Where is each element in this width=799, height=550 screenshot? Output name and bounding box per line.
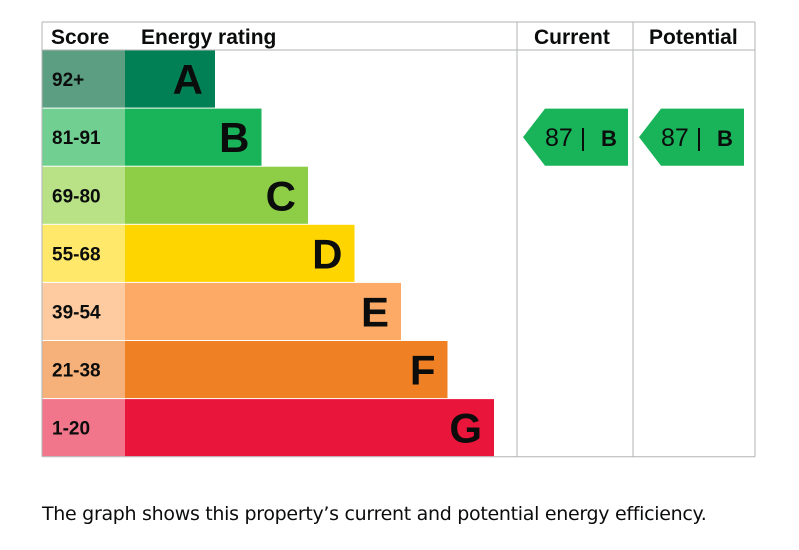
header-score: Score	[51, 26, 109, 49]
rating-letter-G: G	[449, 405, 482, 452]
score-cell-A	[42, 50, 125, 108]
score-range-A: 92+	[52, 70, 84, 91]
current-rating-arrow	[523, 108, 628, 166]
rating-letter-C: C	[266, 172, 296, 219]
score-cell-E	[42, 282, 125, 340]
potential-score-label: 87 |	[661, 124, 702, 152]
current-letter-label: B	[601, 126, 617, 151]
score-cell-C	[42, 166, 125, 224]
rating-letter-F: F	[410, 347, 436, 394]
rating-bar-F	[125, 341, 448, 399]
score-range-E: 39-54	[52, 302, 101, 323]
score-cell-D	[42, 224, 125, 282]
chart-caption: The graph shows this property’s current …	[42, 503, 707, 525]
rating-bar-E	[125, 282, 401, 340]
rating-bar-D	[125, 224, 355, 282]
rating-letter-E: E	[361, 288, 389, 335]
rating-letter-B: B	[219, 114, 249, 161]
score-range-C: 69-80	[52, 186, 101, 207]
header-current: Current	[534, 26, 610, 49]
score-cell-G	[42, 399, 125, 457]
potential-letter-label: B	[717, 126, 733, 151]
score-range-D: 55-68	[52, 244, 101, 265]
rating-bar-C	[125, 166, 308, 224]
rating-bar-G	[125, 399, 494, 457]
rating-bar-B	[125, 108, 262, 166]
epc-chart: Score Energy rating Current Potential 92+ A 81…	[41, 21, 756, 458]
rating-letter-A: A	[173, 56, 203, 103]
score-range-B: 81-91	[52, 128, 101, 149]
rating-letter-D: D	[312, 230, 342, 277]
score-cell-F	[42, 341, 125, 399]
header-potential: Potential	[649, 26, 738, 49]
header-energy-rating: Energy rating	[141, 26, 276, 49]
score-cell-B	[42, 108, 125, 166]
rating-bar-A	[125, 50, 215, 108]
score-range-G: 1-20	[52, 419, 90, 440]
score-range-F: 21-38	[52, 361, 101, 382]
current-score-label: 87 |	[545, 124, 586, 152]
potential-rating-arrow	[639, 108, 744, 166]
